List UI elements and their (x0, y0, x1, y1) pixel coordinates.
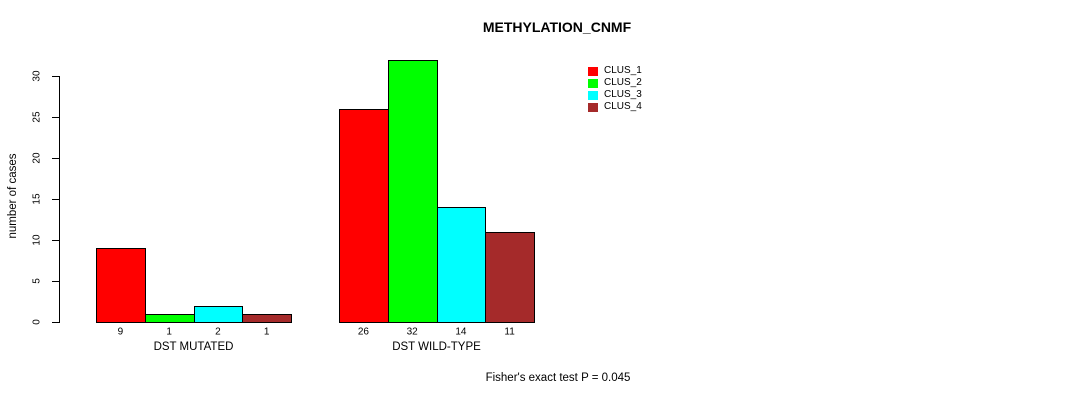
bar-CLUS_4-0 (242, 314, 292, 323)
y-tick-label: 15 (31, 193, 43, 205)
y-tick-mark (52, 76, 59, 77)
legend-label: CLUS_4 (604, 101, 642, 112)
y-tick-label: 30 (31, 70, 43, 82)
bar-value-label: 1 (263, 326, 270, 338)
bar-value-label: 14 (455, 326, 467, 338)
legend-label: CLUS_3 (604, 89, 642, 100)
legend-swatch-icon (588, 66, 598, 76)
bar-value-label: 1 (166, 326, 172, 338)
legend-label: CLUS_2 (604, 77, 642, 88)
y-tick-mark (52, 240, 59, 241)
bar-value-label: 26 (357, 326, 369, 338)
legend: CLUS_1 CLUS_2 CLUS_3 CLUS_4 (588, 65, 642, 113)
y-tick-label: 0 (31, 319, 43, 325)
legend-row: CLUS_3 (588, 89, 642, 101)
legend-swatch-icon (588, 102, 598, 112)
legend-row: CLUS_4 (588, 101, 642, 113)
y-axis-label: number of cases (7, 153, 19, 239)
legend-row: CLUS_2 (588, 77, 642, 89)
legend-swatch-icon (588, 90, 598, 100)
y-tick-mark (52, 322, 59, 323)
bar-CLUS_3-0 (194, 306, 243, 323)
legend-row: CLUS_1 (588, 65, 642, 77)
y-tick-mark (52, 281, 59, 282)
fisher-test-annotation: Fisher's exact test P = 0.045 (485, 372, 631, 384)
bar-value-label: 32 (406, 326, 418, 338)
bar-value-label: 11 (504, 326, 515, 338)
y-tick-label: 25 (31, 111, 43, 123)
bar-CLUS_1-0 (96, 248, 146, 323)
y-tick-mark (52, 158, 59, 159)
bar-CLUS_2-0 (145, 314, 195, 323)
bar-CLUS_4-1 (485, 232, 535, 323)
legend-label: CLUS_1 (604, 65, 642, 76)
y-tick-label: 20 (31, 152, 43, 164)
group-label: DST MUTATED (153, 341, 234, 353)
legend-swatch-icon (588, 78, 598, 88)
y-tick-label: 5 (31, 278, 43, 284)
bar-CLUS_1-1 (339, 109, 389, 323)
bar-value-label: 9 (117, 326, 124, 338)
group-label: DST WILD-TYPE (392, 341, 481, 353)
y-axis-line (59, 76, 60, 323)
bar-value-label: 2 (215, 326, 221, 338)
y-tick-label: 10 (31, 234, 43, 246)
bar-CLUS_2-1 (388, 60, 438, 323)
chart-title: METHYLATION_CNMF (482, 19, 632, 35)
y-tick-mark (52, 199, 59, 200)
bar-CLUS_3-1 (437, 207, 486, 323)
y-tick-mark (52, 117, 59, 118)
